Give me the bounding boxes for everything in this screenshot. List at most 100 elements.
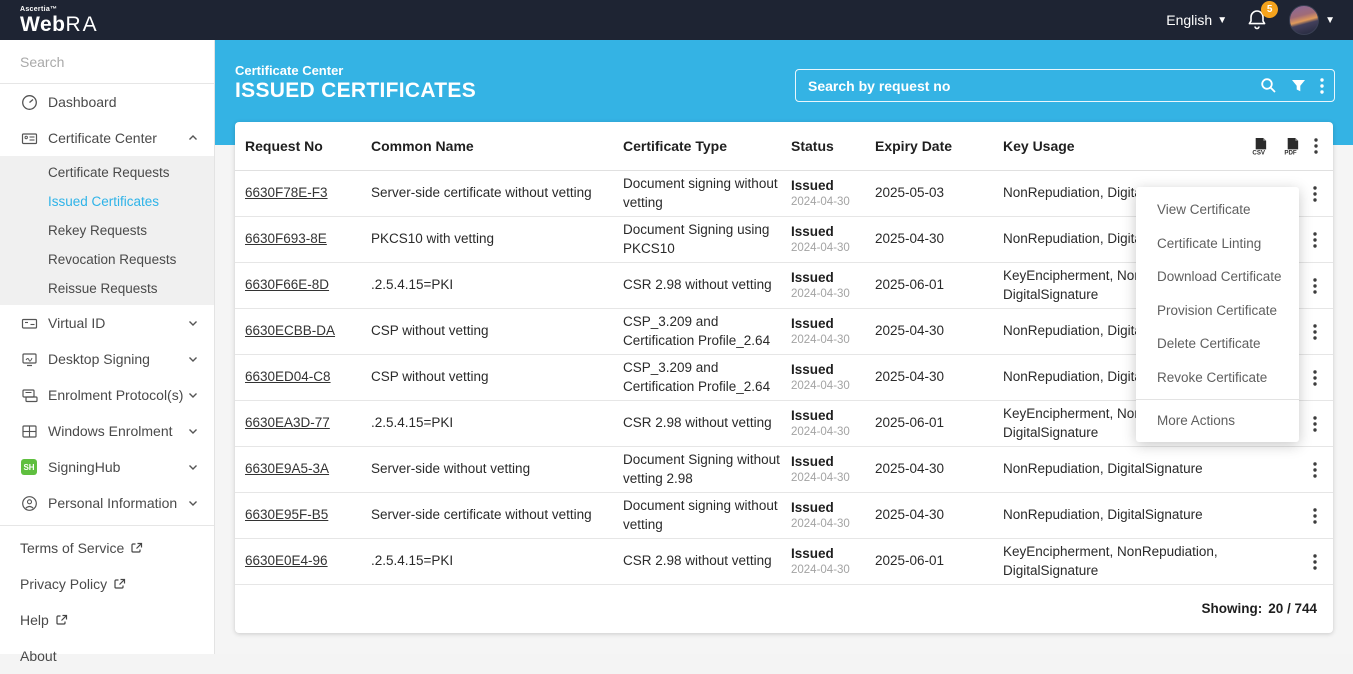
external-link-icon [114,578,126,589]
menu-item[interactable]: Certificate Linting [1136,227,1299,261]
privacy-policy-link[interactable]: Privacy Policy [0,566,214,602]
status-badge: Issued [791,545,834,561]
request-no-link[interactable]: 6630E9A5-3A [245,461,330,477]
dashboard-icon [20,93,38,111]
status-cell: Issued 2024-04-30 [791,500,875,531]
search-button[interactable] [1260,77,1277,94]
submenu-item[interactable]: Revocation Requests [0,245,214,274]
kebab-icon [1313,231,1317,248]
menu-item[interactable]: Download Certificate [1136,260,1299,294]
sidebar-item-desktop-signing[interactable]: Desktop Signing [0,341,214,377]
row-actions-button[interactable] [1313,507,1333,524]
sidebar-item-dashboard[interactable]: Dashboard [0,84,214,120]
showing-label: Showing: [1201,601,1263,616]
row-actions-button[interactable] [1313,277,1333,294]
row-actions-button[interactable] [1313,369,1333,386]
filter-button[interactable] [1291,79,1306,93]
chevron-down-icon: ▼ [1325,14,1335,26]
kebab-icon [1313,415,1317,432]
terms-of-service-link[interactable]: Terms of Service [0,530,214,566]
status-badge: Issued [791,315,834,331]
request-no-link[interactable]: 6630F693-8E [245,231,327,247]
sidebar-search [0,40,214,84]
row-actions-button[interactable] [1313,553,1333,570]
app-logo: Ascertia™ WebRA [20,6,99,35]
status-badge: Issued [791,453,834,469]
status-date: 2024-04-30 [791,195,850,208]
user-menu[interactable]: ▼ [1289,5,1335,35]
sidebar-item-label: Dashboard [48,94,117,110]
help-link[interactable]: Help [0,602,214,638]
column-header-expiry-date[interactable]: Expiry Date [875,137,953,154]
submenu-item[interactable]: Issued Certificates [0,187,214,216]
certificate-type-cell: CSR 2.98 without vetting [623,415,772,431]
request-no-link[interactable]: 6630E95F-B5 [245,507,329,523]
sidebar-item-personal-information[interactable]: Personal Information [0,485,214,521]
menu-item[interactable]: View Certificate [1136,193,1299,227]
language-selector[interactable]: English ▼ [1166,12,1227,28]
certificate-type-cell: CSR 2.98 without vetting [623,277,772,293]
status-badge: Issued [791,407,834,423]
notifications-button[interactable]: 5 [1245,1,1279,33]
column-header-certificate-type[interactable]: Certificate Type [623,137,727,154]
submenu-item[interactable]: Certificate Requests [0,158,214,187]
certificate-type-cell: Document Signing using PKCS10 [623,222,770,256]
menu-item[interactable]: Provision Certificate [1136,294,1299,328]
sidebar-item-windows-enrolment[interactable]: Windows Enrolment [0,413,214,449]
key-usage-cell: KeyEncipherment, NonRepudiation, Digital… [1003,544,1218,578]
status-cell: Issued 2024-04-30 [791,362,875,393]
svg-text:CSV: CSV [1252,149,1266,155]
sidebar-item-signinghub[interactable]: SH SigningHub [0,449,214,485]
csv-file-icon: CSV [1252,137,1267,156]
request-no-link[interactable]: 6630ECBB-DA [245,323,336,339]
request-search-input[interactable] [808,77,1260,94]
row-actions-button[interactable] [1313,461,1333,478]
column-header-request-no[interactable]: Request No [245,137,323,154]
table-more-button[interactable] [1314,138,1318,154]
link-label: Help [20,612,49,628]
column-header-key-usage[interactable]: Key Usage [1003,137,1075,154]
sidebar-item-enrolment-protocols[interactable]: Enrolment Protocol(s) [0,377,214,413]
menu-item-more-actions[interactable]: More Actions [1157,413,1236,429]
status-badge: Issued [791,361,834,377]
request-no-link[interactable]: 6630F78E-F3 [245,185,328,201]
brand-company: Ascertia™ [20,5,58,13]
export-pdf-button[interactable]: PDF [1282,137,1301,156]
status-date: 2024-04-30 [791,241,850,254]
column-header-status[interactable]: Status [791,137,834,154]
request-no-link[interactable]: 6630EA3D-77 [245,415,330,431]
sidebar-item-virtual-id[interactable]: Virtual ID [0,305,214,341]
menu-item-label: Provision Certificate [1157,302,1278,318]
sidebar-item-certificate-center[interactable]: Certificate Center [0,120,214,156]
chevron-down-icon [189,429,197,434]
page-title: ISSUED CERTIFICATES [235,79,476,102]
status-date: 2024-04-30 [791,471,850,484]
chevron-down-icon [189,357,197,362]
sidebar-search-input[interactable] [20,53,201,70]
export-csv-button[interactable]: CSV [1250,137,1269,156]
request-no-link[interactable]: 6630ED04-C8 [245,369,331,385]
search-icon [1261,78,1276,93]
sidebar-item-label: Windows Enrolment [48,423,173,439]
row-actions-button[interactable] [1313,415,1333,432]
table-header-row: Request No Common Name Certificate Type … [235,122,1333,171]
menu-item[interactable]: Revoke Certificate [1136,361,1299,395]
request-no-link[interactable]: 6630E0E4-96 [245,553,328,569]
submenu-item[interactable]: Rekey Requests [0,216,214,245]
row-actions-button[interactable] [1313,185,1333,202]
external-link-icon [56,614,67,625]
submenu-item-label: Issued Certificates [48,194,160,209]
certificates-table: Request No Common Name Certificate Type … [235,122,1333,633]
row-actions-button[interactable] [1313,231,1333,248]
certificate-type-cell: CSP_3.209 and Certification Profile_2.64 [623,360,771,394]
menu-item[interactable]: Delete Certificate [1136,327,1299,361]
certificate-type-cell: CSR 2.98 without vetting [623,553,772,569]
column-header-common-name[interactable]: Common Name [371,137,474,154]
row-actions-button[interactable] [1313,323,1333,340]
request-no-link[interactable]: 6630F66E-8D [245,277,330,293]
about-link[interactable]: About [0,638,214,674]
sidebar-item-label: Virtual ID [48,315,106,331]
sidebar-item-label: Enrolment Protocol(s) [48,387,184,403]
submenu-item[interactable]: Reissue Requests [0,274,214,303]
header-more-button[interactable] [1320,77,1324,94]
